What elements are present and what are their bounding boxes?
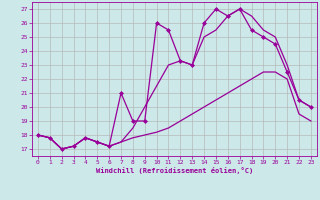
X-axis label: Windchill (Refroidissement éolien,°C): Windchill (Refroidissement éolien,°C) xyxy=(96,167,253,174)
